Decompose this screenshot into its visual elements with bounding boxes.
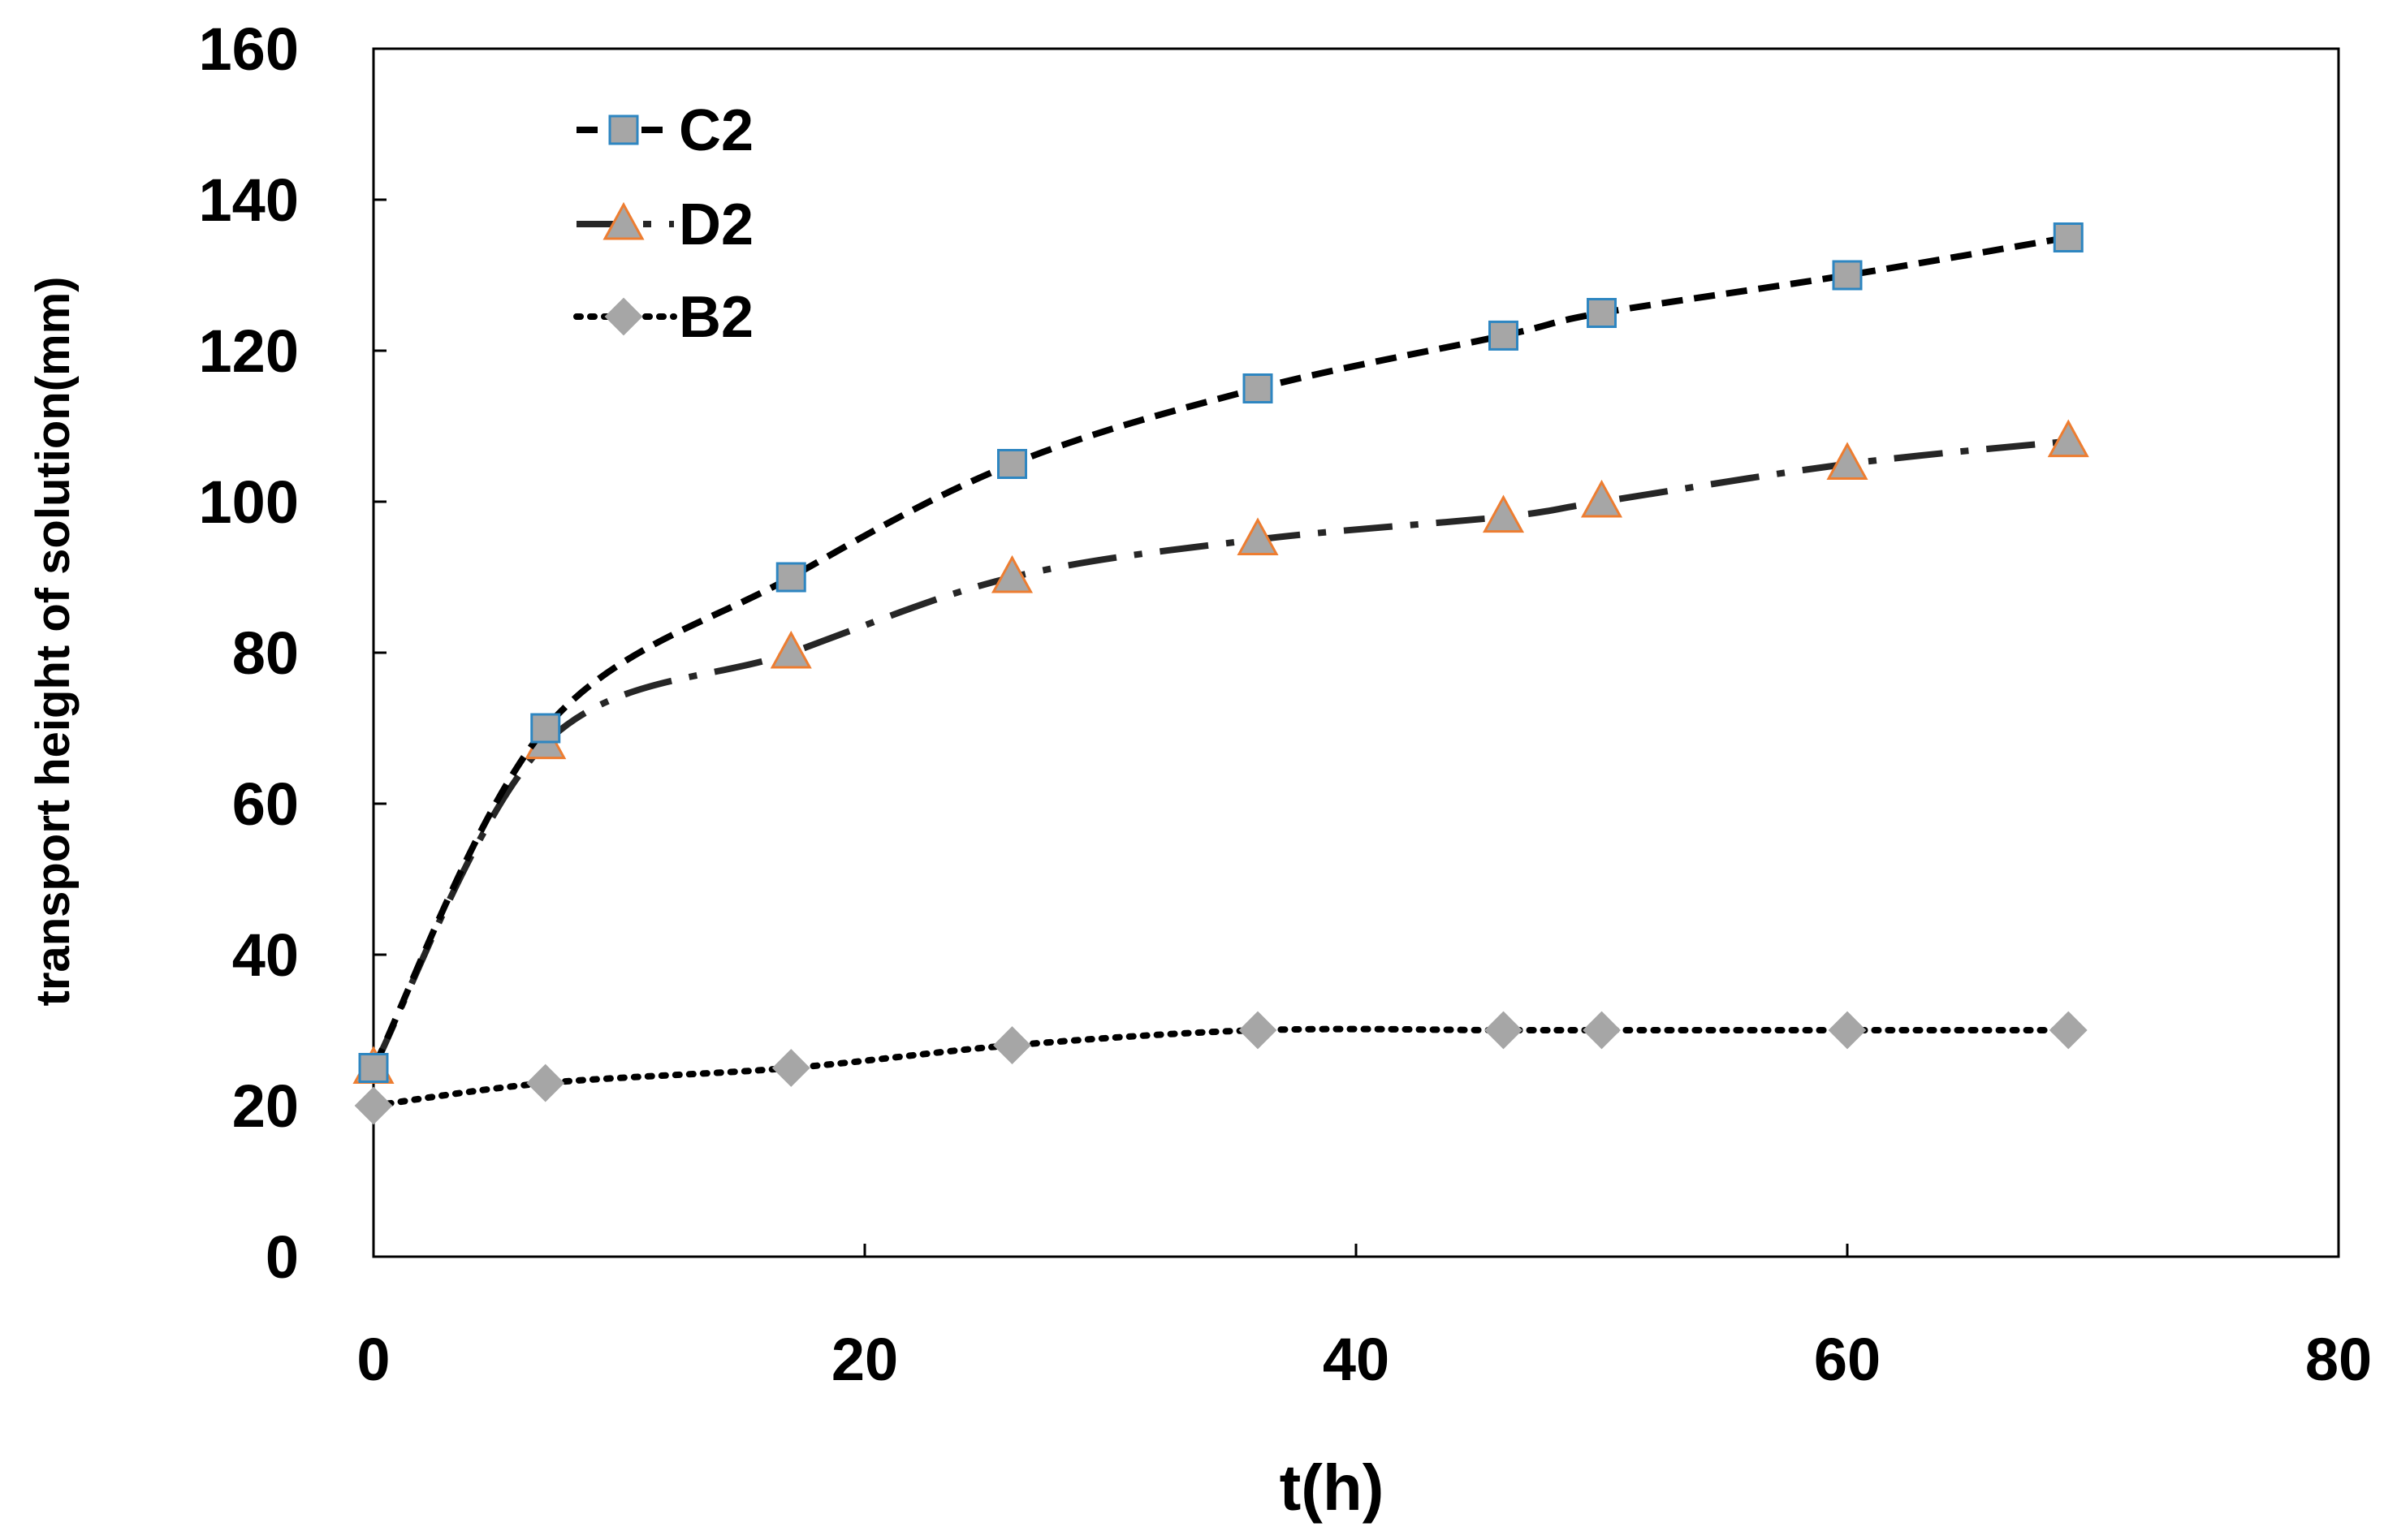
data-point-C2 (1488, 320, 1518, 351)
legend-item-B2: B2 (573, 285, 754, 350)
series-line-D2 (370, 438, 2069, 1070)
y-tick-label: 20 (232, 1072, 299, 1140)
legend-item-C2: C2 (577, 98, 754, 163)
x-tick-label: 40 (1323, 1326, 1389, 1393)
legend: C2 D2 B2 (573, 98, 754, 350)
data-point-B2 (1238, 1011, 1277, 1050)
y-tick-label: 80 (232, 619, 299, 687)
x-tick-label: 80 (2305, 1326, 2372, 1393)
data-point-B2 (354, 1086, 393, 1125)
legend-item-D2: D2 (577, 192, 754, 257)
x-tick-label: 0 (356, 1326, 390, 1393)
legend-marker (608, 114, 639, 145)
data-point-D2 (2047, 419, 2089, 458)
data-point-C2 (775, 562, 806, 593)
legend-marker (602, 201, 645, 240)
data-point-C2 (358, 1053, 389, 1083)
y-tick-label: 60 (232, 770, 299, 838)
legend-label: D2 (679, 192, 754, 257)
data-point-C2 (1832, 260, 1863, 291)
data-point-C2 (2053, 222, 2084, 252)
data-point-C2 (1587, 298, 1617, 328)
legend-label: C2 (679, 98, 754, 163)
data-point-C2 (1242, 373, 1273, 403)
data-point-B2 (526, 1063, 565, 1102)
y-tick-label: 140 (199, 166, 299, 234)
data-point-D2 (1826, 442, 1868, 480)
series-line-C2 (370, 234, 2069, 1070)
x-tick-label: 20 (831, 1326, 898, 1393)
data-point-B2 (1484, 1011, 1522, 1050)
y-tick-label: 100 (199, 468, 299, 536)
legend-marker (604, 297, 643, 336)
data-point-C2 (997, 449, 1027, 479)
data-point-C2 (530, 713, 561, 744)
data-point-B2 (2049, 1011, 2088, 1050)
series-B2 (354, 1011, 2088, 1125)
data-point-D2 (1580, 479, 1623, 518)
data-point-B2 (1583, 1011, 1621, 1050)
series-layer (352, 222, 2089, 1125)
legend-label: B2 (679, 285, 754, 350)
y-tick-label: 0 (266, 1223, 299, 1291)
y-tick-label: 120 (199, 317, 299, 385)
y-tick-label: 40 (232, 921, 299, 989)
data-point-D2 (1237, 517, 1279, 555)
x-axis-ticks: 0 20 40 60 80 (356, 1244, 2372, 1393)
y-axis-ticks: 0 20 40 60 80 100 120 140 160 (199, 15, 387, 1291)
plot-area (372, 47, 2340, 1258)
data-point-D2 (1482, 494, 1525, 533)
x-tick-label: 60 (1814, 1326, 1881, 1393)
series-C2 (358, 222, 2084, 1083)
data-point-D2 (770, 630, 812, 669)
y-axis-title: transport height of solution(mm) (27, 277, 80, 1007)
data-point-B2 (993, 1026, 1031, 1065)
y-tick-label: 160 (199, 15, 299, 83)
data-point-B2 (1828, 1011, 1867, 1050)
data-point-B2 (771, 1049, 810, 1087)
x-axis-title: t(h) (1280, 1452, 1384, 1524)
data-point-D2 (991, 554, 1034, 593)
